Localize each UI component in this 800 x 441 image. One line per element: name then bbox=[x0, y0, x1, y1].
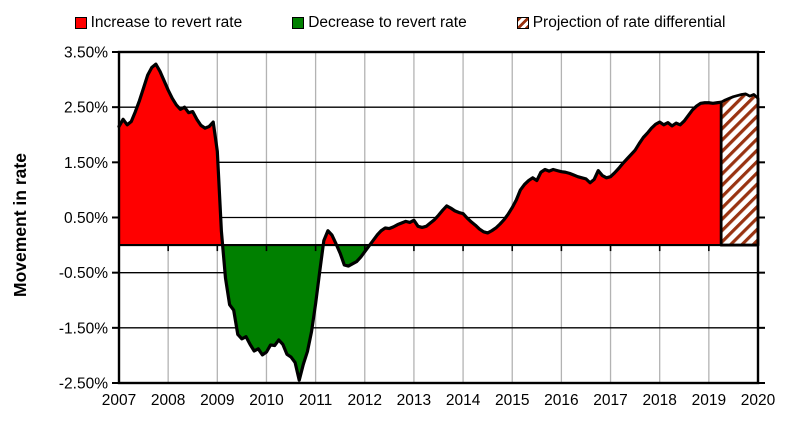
x-axis-label: 2010 bbox=[249, 392, 284, 409]
x-axis-label: 2007 bbox=[102, 392, 136, 409]
legend-item-increase: Increase to revert rate bbox=[74, 12, 243, 34]
x-axis-label: 2019 bbox=[692, 392, 726, 409]
y-axis-label: -1.50% bbox=[59, 320, 108, 337]
green-area-swatch-icon bbox=[292, 17, 305, 29]
projection-hatched-area bbox=[719, 92, 760, 247]
y-axis-label: -0.50% bbox=[59, 265, 108, 282]
x-axis-label: 2012 bbox=[348, 392, 382, 409]
x-axis-label: 2020 bbox=[741, 392, 776, 409]
red-area-swatch-icon bbox=[74, 17, 87, 29]
x-axis-label: 2008 bbox=[151, 392, 185, 409]
x-axis-label: 2018 bbox=[642, 392, 676, 409]
legend-label-projection: Projection of rate differential bbox=[532, 14, 726, 31]
increase-area bbox=[119, 64, 722, 246]
x-axis-label: 2009 bbox=[200, 392, 234, 409]
x-axis-label: 2011 bbox=[299, 392, 332, 409]
x-axis-label: 2013 bbox=[397, 392, 431, 409]
y-axis-label: 0.50% bbox=[64, 210, 108, 227]
y-axis-label: -2.50% bbox=[59, 376, 108, 393]
x-axis-label: 2017 bbox=[593, 392, 627, 409]
y-axis-label: 3.50% bbox=[64, 45, 108, 62]
legend-item-decrease: Decrease to revert rate bbox=[292, 12, 467, 34]
legend-item-projection: Projection of rate differential bbox=[516, 12, 726, 34]
x-axis-label: 2016 bbox=[544, 392, 578, 409]
x-axis-label: 2014 bbox=[446, 392, 481, 409]
y-axis-label: 2.50% bbox=[64, 100, 108, 117]
chart-legend: Increase to revert rate Decrease to reve… bbox=[0, 11, 800, 35]
y-axis-label: 1.50% bbox=[64, 155, 108, 172]
x-axis-label: 2015 bbox=[495, 392, 529, 409]
legend-label-decrease: Decrease to revert rate bbox=[308, 14, 467, 31]
legend-label-increase: Increase to revert rate bbox=[90, 14, 243, 31]
decrease-area bbox=[222, 245, 370, 381]
hatch-area-swatch-icon bbox=[516, 17, 529, 29]
rate-curve-outline bbox=[117, 62, 723, 382]
